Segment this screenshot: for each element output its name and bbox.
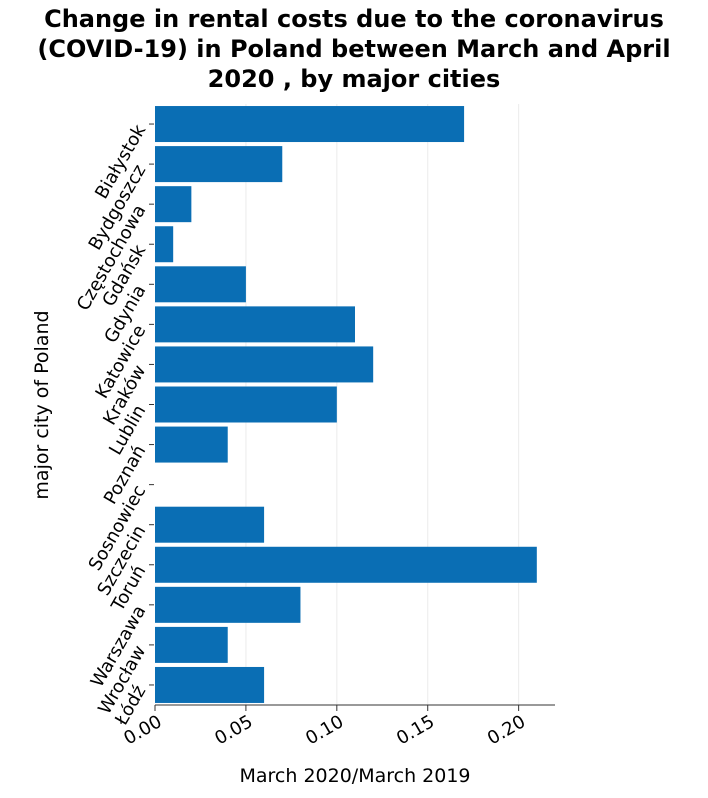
- bar-5: [155, 306, 355, 343]
- bar-1: [155, 146, 283, 183]
- bar-2: [155, 186, 192, 223]
- bar-14: [155, 666, 265, 703]
- bar-4: [155, 266, 246, 303]
- x-tick-label: 0.05: [211, 711, 256, 749]
- bar-8: [155, 426, 228, 463]
- bar-3: [155, 226, 174, 263]
- bar-6: [155, 346, 374, 383]
- x-tick-label: 0.15: [393, 711, 438, 749]
- y-axis: BiałystokBydgoszczCzęstochowaGdańskGdyni…: [73, 121, 154, 730]
- bar-7: [155, 386, 337, 423]
- bar-12: [155, 586, 301, 623]
- bars: [155, 106, 537, 703]
- chart-title: Change in rental costs due to the corona…: [37, 5, 671, 93]
- y-axis-label: major city of Poland: [31, 310, 53, 499]
- x-axis: 0.00 0.05 0.10 0.15 0.20: [120, 704, 555, 749]
- bar-10: [155, 506, 265, 543]
- bar-13: [155, 626, 228, 663]
- x-tick-label: 0.10: [302, 711, 347, 749]
- x-tick-label: 0.20: [484, 711, 529, 749]
- x-axis-label: March 2020/March 2019: [239, 765, 470, 787]
- bar-11: [155, 546, 537, 583]
- bar-0: [155, 106, 465, 143]
